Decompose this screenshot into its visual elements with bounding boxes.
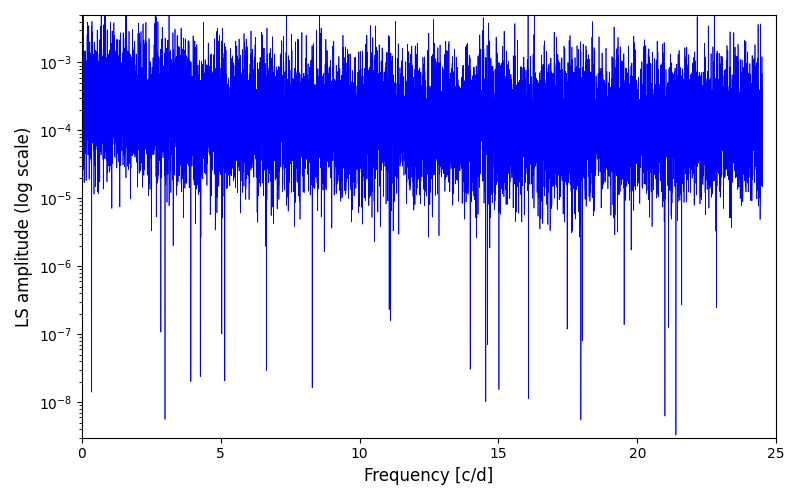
X-axis label: Frequency [c/d]: Frequency [c/d] xyxy=(364,467,494,485)
Y-axis label: LS amplitude (log scale): LS amplitude (log scale) xyxy=(15,126,33,326)
